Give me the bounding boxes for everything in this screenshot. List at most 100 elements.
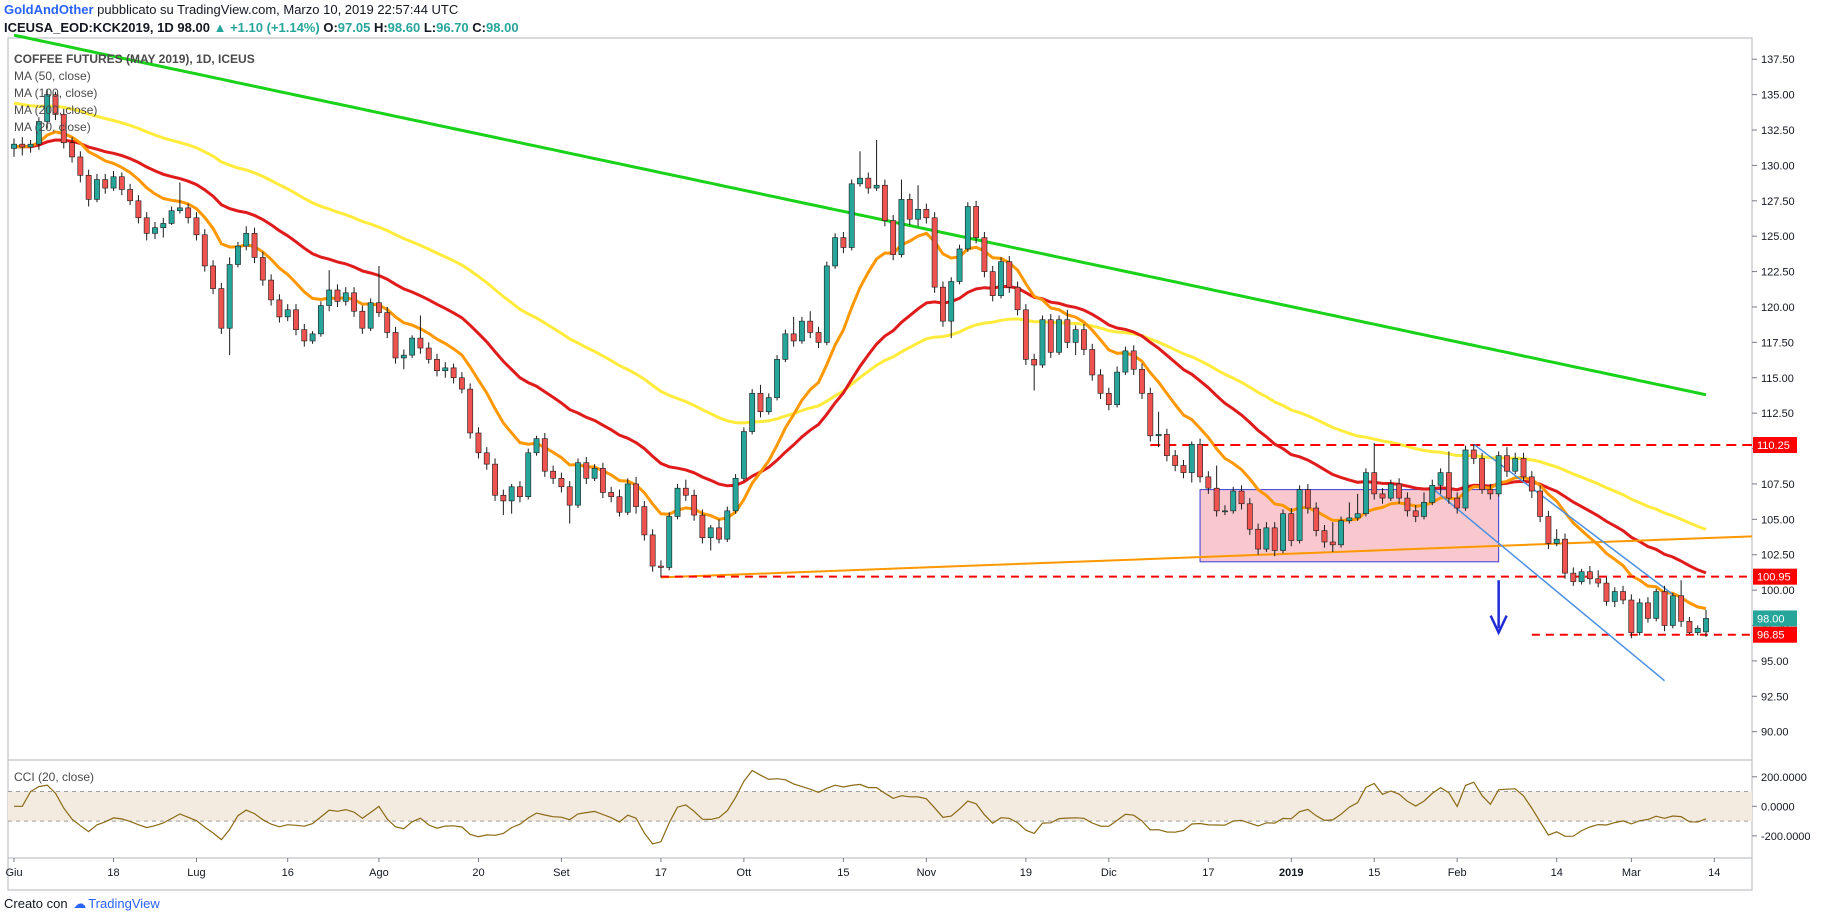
tradingview-link[interactable]: TradingView: [88, 896, 160, 911]
candle-body: [1114, 371, 1121, 405]
candle: [1404, 492, 1411, 517]
candle-body: [699, 514, 706, 539]
candle: [1545, 510, 1552, 550]
candle: [575, 458, 581, 509]
candle-body: [790, 333, 797, 342]
candle-body: [649, 534, 656, 567]
up-triangle-icon: ▲: [213, 20, 227, 35]
low-value: 96.70: [436, 20, 469, 35]
candle-body: [624, 483, 631, 513]
cci-band: [8, 791, 1752, 822]
candle: [633, 476, 639, 514]
candle-body: [1081, 329, 1087, 350]
candle: [1437, 468, 1444, 494]
candle-body: [1022, 309, 1029, 360]
candle: [724, 506, 731, 542]
candle-body: [201, 234, 208, 267]
candle: [1462, 445, 1469, 511]
candle: [143, 212, 150, 241]
x-tick-label: Dic: [1101, 867, 1117, 879]
candle: [1205, 471, 1212, 494]
candle: [1056, 315, 1062, 356]
candle: [940, 281, 946, 327]
candle-body: [1230, 490, 1237, 512]
candle: [1694, 625, 1701, 636]
candle-body: [11, 143, 17, 149]
x-tick-label: 18: [107, 867, 119, 879]
candle-body: [251, 233, 258, 258]
candle-body: [135, 200, 142, 219]
candle-body: [52, 94, 59, 115]
candle: [102, 173, 109, 194]
candle: [1238, 485, 1245, 510]
candle-body: [707, 527, 714, 539]
candle: [1230, 486, 1237, 514]
close-label: C:: [472, 20, 487, 35]
x-tick-label: Ago: [369, 867, 389, 879]
candle-body: [417, 337, 424, 349]
candle: [691, 489, 698, 521]
y-tick-label: 112.50: [1761, 408, 1794, 420]
candle: [1147, 387, 1154, 442]
candle: [1346, 502, 1353, 524]
candle-body: [848, 183, 855, 248]
candle-body: [1520, 458, 1527, 478]
candle: [1321, 524, 1328, 548]
candle: [284, 304, 291, 322]
candle-body: [1437, 472, 1444, 486]
candle-body: [583, 462, 590, 479]
candle: [210, 260, 216, 295]
y-tick-label: 105.00: [1761, 514, 1795, 526]
candle: [276, 294, 283, 323]
candle: [1014, 281, 1021, 316]
candle-body: [1470, 449, 1477, 459]
candle: [185, 203, 192, 224]
candle: [1213, 465, 1220, 517]
candle-body: [1445, 472, 1452, 499]
candle: [599, 462, 606, 499]
candle-body: [1313, 507, 1320, 531]
author-link[interactable]: GoldAndOther: [4, 2, 94, 17]
candle-body: [1545, 516, 1552, 544]
candle: [359, 305, 366, 334]
candle: [1263, 522, 1270, 552]
created-with-text: Creato con: [4, 896, 68, 911]
last-price-label: 98.00: [1757, 613, 1785, 625]
candle-body: [682, 487, 689, 496]
candle: [865, 172, 872, 194]
candle: [193, 212, 200, 241]
candle-body: [400, 354, 407, 359]
candle-body: [906, 199, 913, 220]
candle: [1412, 505, 1419, 523]
candle-body: [1611, 591, 1618, 602]
candle-body: [1653, 591, 1660, 619]
published-text: pubblicato su TradingView.com, Marzo 10,…: [97, 2, 459, 17]
candle-body: [1271, 527, 1278, 551]
candle-body: [1139, 368, 1145, 394]
candle-body: [102, 179, 109, 189]
candle: [69, 137, 75, 163]
candle: [1105, 387, 1112, 411]
candle: [641, 500, 648, 541]
candle: [1520, 452, 1527, 482]
candle-body: [1454, 497, 1461, 509]
y-tick-label: 120.00: [1761, 302, 1795, 314]
candle-body: [923, 208, 930, 219]
candle-body: [226, 264, 233, 329]
last-price: 98.00: [177, 20, 210, 35]
candle: [525, 448, 532, 500]
candle-body: [60, 114, 67, 144]
candle-body: [724, 510, 731, 540]
candle: [500, 489, 507, 516]
legend-ma-100: MA (100, close): [14, 86, 98, 100]
candle: [152, 222, 158, 240]
y-tick-label: 92.50: [1761, 691, 1789, 703]
candle-body: [1586, 571, 1593, 580]
candle: [1628, 594, 1635, 639]
x-tick-label: 19: [1020, 867, 1032, 879]
candle-body: [1246, 503, 1253, 530]
x-tick-label: Mar: [1622, 867, 1641, 879]
candle-body: [1213, 487, 1220, 512]
candle: [1304, 483, 1311, 514]
